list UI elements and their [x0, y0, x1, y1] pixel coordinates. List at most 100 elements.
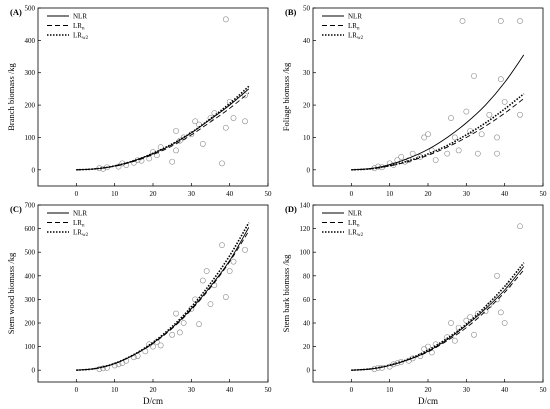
data-point — [176, 329, 183, 336]
x-tick-label: 30 — [188, 190, 196, 198]
y-tick-label: 400 — [25, 272, 36, 280]
data-point — [222, 16, 229, 23]
panel-label: (A) — [10, 7, 22, 17]
data-point — [96, 366, 103, 372]
data-point — [494, 150, 500, 157]
series-line-2 — [351, 269, 525, 371]
data-point — [421, 346, 428, 352]
y-tick-label: 400 — [25, 37, 36, 45]
y-tick-label: 100 — [300, 249, 311, 257]
x-tick-label: 40 — [501, 386, 509, 394]
data-point — [501, 98, 508, 105]
data-point — [463, 108, 470, 115]
y-tick-label: 300 — [25, 296, 36, 304]
y-tick-label: 200 — [25, 320, 36, 328]
data-point — [497, 76, 504, 83]
data-point — [157, 342, 164, 349]
data-point — [501, 320, 508, 326]
series-line-2 — [76, 230, 250, 371]
data-point — [467, 314, 474, 320]
x-tick-label: 20 — [150, 190, 158, 198]
y-axis-label: Stem bark biomass /kg — [281, 254, 291, 332]
data-point — [199, 277, 206, 284]
legend-label-3: LRw2 — [73, 32, 89, 42]
data-point — [203, 268, 210, 274]
data-point — [207, 301, 214, 308]
x-tick-label: 20 — [150, 386, 158, 394]
x-tick-label: 40 — [226, 190, 234, 198]
data-point — [219, 242, 225, 249]
legend-label-2: LRn — [73, 22, 85, 32]
x-tick-label: 40 — [226, 386, 234, 394]
legend-label-3: LRw2 — [73, 229, 89, 239]
y-tick-label: 300 — [25, 69, 36, 77]
series-line-2 — [351, 98, 525, 171]
data-point — [219, 160, 225, 167]
data-point — [432, 157, 439, 164]
data-point — [448, 115, 454, 121]
data-point — [455, 147, 462, 154]
panel-2: 0 10 20 30 40 50 0 10 20 30 40 50 Foliage biomass /k… — [281, 5, 547, 199]
legend-label-2: LRn — [73, 219, 85, 229]
legend-label-2: LRn — [348, 22, 360, 32]
y-tick-label: 60 — [303, 296, 311, 304]
y-tick-label: 140 — [300, 202, 311, 210]
data-point — [444, 150, 451, 157]
data-point — [115, 163, 122, 170]
legend-label-3: LRw2 — [348, 32, 364, 42]
data-point — [517, 18, 523, 24]
data-point — [173, 310, 179, 317]
series-line-3 — [351, 262, 525, 371]
panel-4: 0 10 20 30 40 50 0 20 40 60 80 100 120 140 Stem bark b… — [281, 202, 547, 407]
data-point — [169, 158, 176, 165]
y-tick-label: 0 — [307, 166, 311, 174]
series-line-3 — [76, 222, 250, 371]
y-tick-label: 200 — [25, 102, 36, 110]
x-tick-label: 10 — [111, 386, 119, 394]
x-tick-label: 10 — [386, 190, 394, 198]
series-line-1 — [76, 88, 250, 171]
data-point — [448, 320, 454, 326]
data-point — [474, 150, 481, 157]
series-line-1 — [76, 227, 250, 371]
data-point — [451, 134, 458, 141]
series-line-1 — [351, 266, 525, 371]
y-tick-label: 50 — [303, 5, 311, 13]
x-tick-label: 50 — [540, 386, 548, 394]
series-line-3 — [76, 85, 250, 171]
data-point — [169, 331, 176, 338]
y-tick-label: 40 — [303, 320, 311, 328]
data-point — [207, 115, 214, 121]
data-point — [242, 246, 248, 253]
legend-label-3: LRw2 — [348, 229, 364, 239]
data-point — [199, 141, 206, 147]
data-point — [242, 92, 248, 99]
data-point — [471, 331, 477, 338]
data-point — [192, 118, 199, 125]
data-point — [497, 309, 504, 316]
x-tick-label: 30 — [463, 190, 471, 198]
x-tick-label: 20 — [425, 386, 433, 394]
panel-label: (D) — [285, 204, 297, 214]
y-axis-label: Foliage biomass /kg — [281, 62, 291, 131]
x-tick-label: 50 — [265, 386, 273, 394]
data-point — [173, 147, 179, 154]
data-point — [459, 18, 466, 24]
legend-label-1: NLR — [73, 13, 87, 21]
y-tick-label: 40 — [303, 37, 311, 45]
data-point — [222, 124, 229, 131]
x-axis-label: D/cm — [418, 396, 438, 406]
data-point — [478, 131, 485, 138]
x-tick-label: 50 — [540, 190, 548, 198]
data-point — [123, 162, 130, 168]
x-tick-label: 0 — [350, 386, 354, 394]
y-axis-label: Branch biomass /kg — [6, 62, 16, 130]
legend-label-1: NLR — [348, 210, 362, 218]
data-point — [494, 272, 500, 279]
y-tick-label: 0 — [32, 166, 36, 174]
y-tick-label: 80 — [303, 272, 311, 280]
data-point — [196, 321, 202, 328]
